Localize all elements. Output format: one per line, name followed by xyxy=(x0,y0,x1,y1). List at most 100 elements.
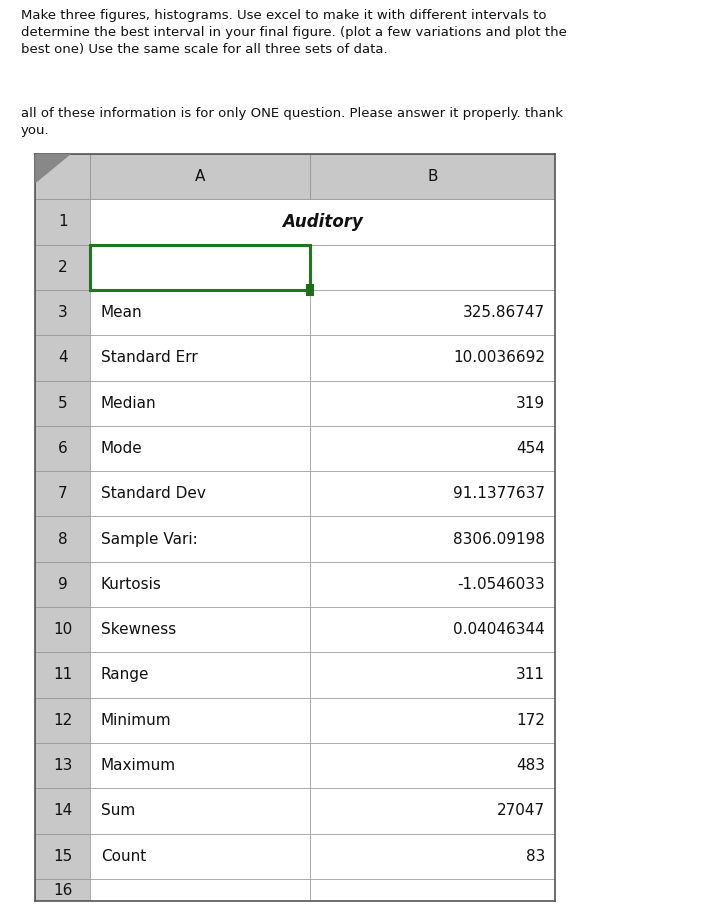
Bar xyxy=(90,516,310,562)
Text: 311: 311 xyxy=(516,668,545,682)
Text: Make three figures, histograms. Use excel to make it with different intervals to: Make three figures, histograms. Use exce… xyxy=(21,9,567,56)
Text: 454: 454 xyxy=(516,441,545,456)
Text: Sum: Sum xyxy=(101,804,135,818)
Bar xyxy=(90,426,310,471)
Bar xyxy=(90,788,310,834)
Text: 13: 13 xyxy=(53,758,72,773)
Bar xyxy=(35,471,90,516)
Bar xyxy=(310,335,555,381)
Text: 8306.09198: 8306.09198 xyxy=(453,532,545,546)
Bar xyxy=(35,335,90,381)
Text: B: B xyxy=(427,169,438,184)
Bar xyxy=(35,607,90,652)
Text: Maximum: Maximum xyxy=(101,758,176,773)
Text: 6: 6 xyxy=(58,441,67,456)
Bar xyxy=(90,335,310,381)
Bar xyxy=(310,290,555,335)
Text: 27047: 27047 xyxy=(497,804,545,818)
Bar xyxy=(90,834,310,879)
Text: 83: 83 xyxy=(526,849,545,863)
Text: Sample Vari:: Sample Vari: xyxy=(101,532,198,546)
Text: 5: 5 xyxy=(58,396,67,410)
Bar xyxy=(310,743,555,788)
Text: 319: 319 xyxy=(516,396,545,410)
Text: Skewness: Skewness xyxy=(101,622,176,637)
Text: 325.86747: 325.86747 xyxy=(463,305,545,320)
Bar xyxy=(310,834,555,879)
Text: all of these information is for only ONE question. Please answer it properly. th: all of these information is for only ONE… xyxy=(21,107,563,138)
Bar xyxy=(90,245,310,290)
Bar xyxy=(307,284,314,295)
Bar xyxy=(310,516,555,562)
Text: 15: 15 xyxy=(53,849,72,863)
Bar xyxy=(35,381,90,426)
Bar xyxy=(35,652,90,698)
Text: 1: 1 xyxy=(58,215,67,229)
Text: 172: 172 xyxy=(516,713,545,728)
Bar xyxy=(35,743,90,788)
Text: Standard Dev: Standard Dev xyxy=(101,487,205,501)
Text: 10: 10 xyxy=(53,622,72,637)
Bar xyxy=(310,471,555,516)
Text: Count: Count xyxy=(101,849,146,863)
Text: 7: 7 xyxy=(58,487,67,501)
Polygon shape xyxy=(35,154,71,183)
Bar xyxy=(90,154,310,199)
Text: Median: Median xyxy=(101,396,156,410)
Text: Kurtosis: Kurtosis xyxy=(101,577,162,592)
Bar xyxy=(90,562,310,607)
Text: Minimum: Minimum xyxy=(101,713,172,728)
Bar xyxy=(310,562,555,607)
Bar xyxy=(35,834,90,879)
Bar xyxy=(310,879,555,901)
Bar xyxy=(35,516,90,562)
Bar xyxy=(90,698,310,743)
Text: 14: 14 xyxy=(53,804,72,818)
Bar xyxy=(90,743,310,788)
Bar xyxy=(35,199,90,245)
Bar xyxy=(90,381,310,426)
Text: 8: 8 xyxy=(58,532,67,546)
Text: 3: 3 xyxy=(58,305,67,320)
Text: 483: 483 xyxy=(516,758,545,773)
Text: 11: 11 xyxy=(53,668,72,682)
Bar xyxy=(35,245,90,290)
Bar xyxy=(90,652,310,698)
Text: 4: 4 xyxy=(58,351,67,365)
Bar xyxy=(90,290,310,335)
Text: 10.0036692: 10.0036692 xyxy=(453,351,545,365)
Bar xyxy=(35,879,90,901)
Bar xyxy=(35,154,90,199)
Bar xyxy=(35,698,90,743)
Bar xyxy=(35,562,90,607)
Text: A: A xyxy=(195,169,205,184)
Text: Mode: Mode xyxy=(101,441,143,456)
Bar xyxy=(310,154,555,199)
Bar xyxy=(310,607,555,652)
Bar xyxy=(310,245,555,290)
Text: Range: Range xyxy=(101,668,149,682)
Bar xyxy=(310,426,555,471)
Text: Mean: Mean xyxy=(101,305,142,320)
Text: 9: 9 xyxy=(58,577,67,592)
Text: 2: 2 xyxy=(58,260,67,275)
Bar xyxy=(90,879,310,901)
Bar xyxy=(310,698,555,743)
Text: Standard Err: Standard Err xyxy=(101,351,198,365)
Bar xyxy=(35,290,90,335)
Text: 91.1377637: 91.1377637 xyxy=(453,487,545,501)
Text: 0.04046344: 0.04046344 xyxy=(453,622,545,637)
Text: -1.0546033: -1.0546033 xyxy=(457,577,545,592)
Bar xyxy=(310,788,555,834)
Text: Auditory: Auditory xyxy=(283,213,363,231)
Bar xyxy=(90,199,555,245)
Bar xyxy=(90,471,310,516)
Text: 16: 16 xyxy=(53,882,72,898)
Text: 12: 12 xyxy=(53,713,72,728)
Bar xyxy=(35,426,90,471)
Bar xyxy=(90,607,310,652)
Bar xyxy=(35,788,90,834)
Bar xyxy=(90,245,310,290)
Bar xyxy=(310,381,555,426)
Bar xyxy=(310,652,555,698)
